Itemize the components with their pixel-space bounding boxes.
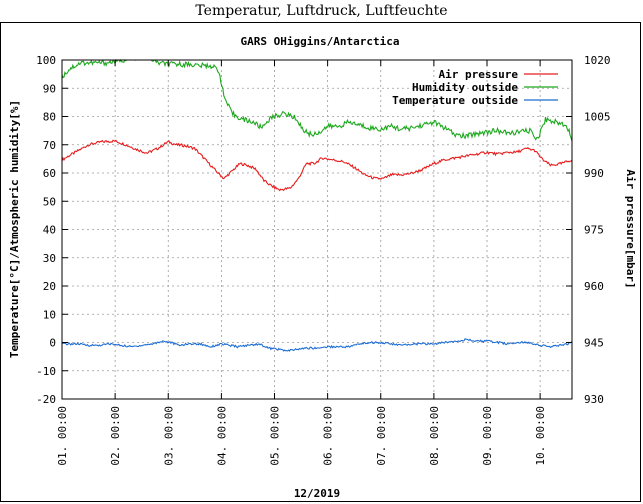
page-title: Temperatur, Luftdruck, Luftfeuchte	[195, 3, 448, 19]
x-tick-label: 01. 00:00	[56, 406, 69, 466]
legend-label: Humidity outside	[412, 81, 518, 94]
x-tick-label: 02. 00:00	[109, 406, 122, 466]
y-right-tick-label: 990	[584, 167, 604, 180]
x-tick-label: 09. 00:00	[481, 406, 494, 466]
x-tick-label: 10. 00:00	[534, 406, 547, 466]
y-left-tick-label: -10	[36, 365, 56, 378]
y-left-tick-label: 50	[43, 195, 56, 208]
legend-label: Air pressure	[439, 68, 519, 81]
y-right-tick-label: 1005	[584, 111, 611, 124]
y-right-tick-label: 945	[584, 337, 604, 350]
y-left-tick-label: 60	[43, 167, 56, 180]
y-left-tick-label: -20	[36, 393, 56, 406]
x-tick-label: 03. 00:00	[162, 406, 175, 466]
x-tick-label: 06. 00:00	[322, 406, 335, 466]
y-right-tick-label: 930	[584, 393, 604, 406]
y-left-tick-label: 30	[43, 252, 56, 265]
y-left-tick-label: 80	[43, 111, 56, 124]
x-tick-label: 05. 00:00	[269, 406, 282, 466]
series-line-air-pressure	[61, 139, 573, 192]
legend-label: Temperature outside	[392, 94, 518, 107]
y-right-tick-label: 1020	[584, 54, 611, 67]
x-tick-label: 04. 00:00	[215, 406, 228, 466]
y-left-tick-label: 90	[43, 82, 56, 95]
y-right-tick-label: 975	[584, 224, 604, 237]
y-right-tick-label: 960	[584, 280, 604, 293]
y-left-tick-label: 0	[49, 337, 56, 350]
y-left-tick-label: 20	[43, 280, 56, 293]
x-tick-label: 07. 00:00	[375, 406, 388, 466]
x-tick-label: 08. 00:00	[428, 406, 441, 466]
grid	[62, 60, 572, 399]
y-left-tick-label: 10	[43, 308, 56, 321]
ticks: -20-100102030405060708090100930945960975…	[36, 54, 610, 466]
y-axis-label-left: Temperature[°C]/Atmospheric humidity[%]	[8, 100, 21, 358]
series-line-temperature-outside	[62, 338, 573, 352]
y-axis-label-right: Air pressure[mbar]	[624, 169, 637, 288]
y-left-tick-label: 40	[43, 224, 56, 237]
chart-title: GARS OHiggins/Antarctica	[241, 35, 400, 48]
x-axis-label: 12/2019	[294, 487, 340, 500]
chart-frame	[0, 22, 641, 502]
y-left-tick-label: 100	[36, 54, 56, 67]
y-left-tick-label: 70	[43, 139, 56, 152]
